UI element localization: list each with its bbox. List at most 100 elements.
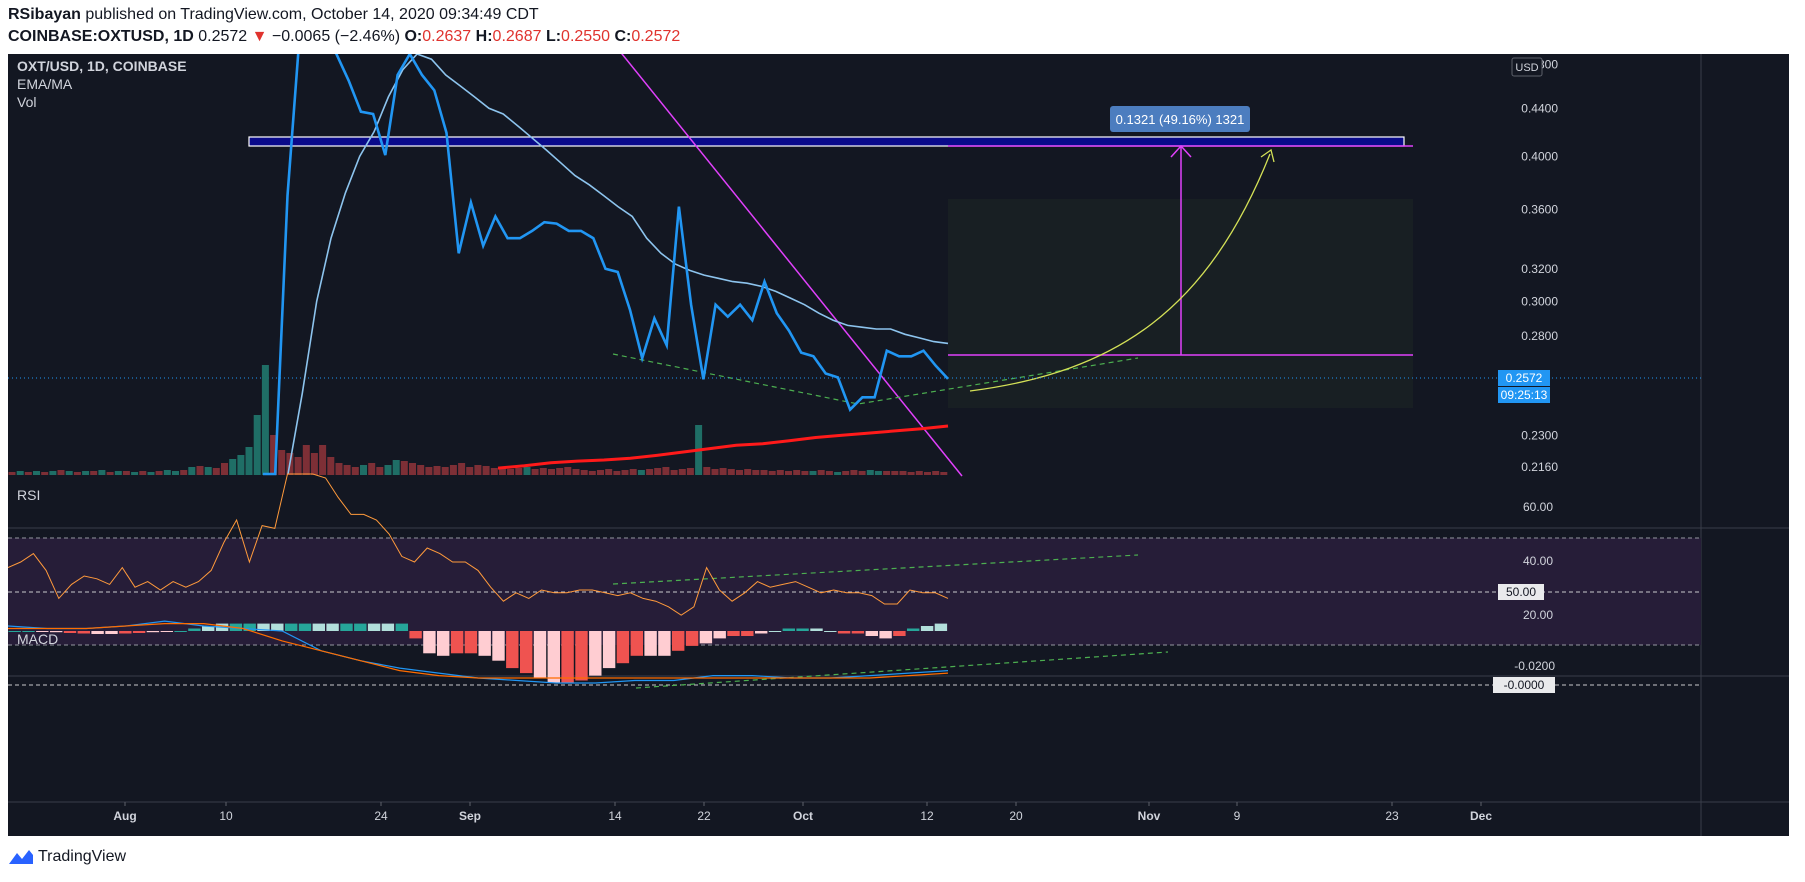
volume-bar [736, 470, 743, 475]
macd-bar [672, 631, 685, 651]
volume-bar [8, 472, 16, 475]
volume-bar [384, 465, 392, 475]
volume-bar [597, 470, 604, 475]
rsi-line[interactable] [7, 473, 949, 616]
rsi-label: RSI [17, 487, 40, 503]
volume-bar [122, 471, 130, 475]
price-support-dashed[interactable] [612, 353, 1139, 405]
currency-badge-bg[interactable] [1511, 57, 1543, 77]
chart-area[interactable]: 0.1321 (49.16%) 1321 OXT/USD, 1D, COINBA… [7, 32, 1789, 836]
macd-tick-label: -0.0200 [1514, 659, 1555, 673]
macd-bar [174, 631, 187, 632]
currency-badge[interactable]: USD [1515, 62, 1538, 74]
macd-bar [506, 631, 519, 669]
countdown-tag: 09:25:13 [1501, 388, 1548, 402]
tradingview-logo-icon[interactable] [8, 849, 34, 865]
macd-support-dashed[interactable] [635, 651, 1169, 689]
macd-bar [768, 631, 782, 632]
macd-bar [8, 631, 21, 632]
volume-bar [621, 470, 629, 475]
time-tick-label: 22 [697, 809, 711, 823]
volume-bar [605, 469, 613, 475]
volume-bar [629, 469, 637, 475]
volume-bar [670, 470, 678, 475]
volume-bar [41, 472, 49, 475]
volume-bar [874, 471, 882, 475]
volume-bar [237, 455, 245, 475]
downtrend-line[interactable] [617, 48, 963, 477]
volume-bar [474, 465, 482, 475]
legend-title: OXT/USD, 1D, COINBASE [17, 58, 187, 74]
volume-bar [49, 471, 57, 475]
price-change: −0.0065 (−2.46%) [271, 28, 401, 45]
macd-bar [893, 631, 906, 636]
volume-bar [33, 471, 40, 475]
ma-line[interactable] [497, 424, 949, 470]
price-line[interactable] [263, 32, 949, 476]
macd-bar [713, 631, 726, 639]
volume-bar [163, 470, 171, 475]
resistance-box[interactable] [248, 136, 1405, 147]
macd-bar [533, 631, 547, 678]
volume-bar [441, 467, 449, 475]
time-axis[interactable]: Aug 10 24 Sep 14 22 Oct 12 20 Nov 9 23 Dec [113, 802, 1492, 823]
rsi-axis[interactable]: 60.00 40.00 20.00 [1523, 500, 1553, 622]
macd-bar [520, 631, 533, 674]
rsi-support-dashed[interactable] [612, 554, 1139, 585]
volume-bar [654, 468, 662, 475]
volume-bar [711, 469, 719, 475]
rsi-tick-label: 40.00 [1523, 554, 1553, 568]
macd-bar [271, 623, 284, 631]
symbol-line: COINBASE:OXTUSD, 1D 0.2572 ▼ −0.0065 (−2… [8, 28, 680, 46]
macd-bar [575, 631, 588, 681]
rsi-value-tag: 50.00 [1506, 585, 1536, 599]
macd-bar [243, 623, 256, 631]
projection-curve[interactable] [969, 153, 1271, 392]
published-text: published on TradingView.com, October 14… [85, 6, 539, 23]
volume-bar [793, 470, 801, 475]
chart-svg[interactable]: 0.1321 (49.16%) 1321 OXT/USD, 1D, COINBA… [7, 32, 1789, 836]
time-tick-label: 20 [1009, 809, 1023, 823]
volume-bar [531, 469, 539, 475]
macd-value-tag: -0.0000 [1504, 678, 1545, 692]
rsi-tick-label: 20.00 [1523, 608, 1553, 622]
macd-bar [36, 631, 49, 632]
low-label: L: [545, 28, 562, 45]
volume-bar [343, 465, 351, 475]
projection-arrowhead-icon [1260, 148, 1275, 163]
macd-bar [464, 631, 478, 654]
macd-bar [298, 623, 312, 631]
macd-bar [589, 631, 602, 676]
price-tick-label: 0.4400 [1521, 101, 1558, 115]
volume-bar [744, 469, 752, 475]
volume-bar [523, 467, 531, 475]
time-tick-label: 24 [374, 809, 388, 823]
macd-bar [63, 631, 77, 633]
volume-bar [155, 471, 163, 475]
macd-bar [50, 631, 63, 633]
brand-name[interactable]: TradingView [38, 848, 127, 865]
macd-axis[interactable]: -0.0200 [1514, 659, 1555, 673]
author-name[interactable]: RSibayan [8, 6, 81, 23]
volume-bar [572, 469, 580, 475]
volume-bar [539, 468, 547, 475]
volume-bar [858, 471, 866, 475]
time-tick-label: Nov [1138, 809, 1161, 823]
close-label: C: [614, 28, 632, 45]
price-axis[interactable]: 0.48000.44000.40000.36000.32000.30000.28… [1521, 57, 1558, 474]
price-tick-label: 0.2300 [1521, 428, 1558, 442]
macd-bar [630, 631, 643, 656]
volume-bar [768, 471, 776, 475]
time-tick-label: Sep [459, 809, 481, 823]
time-tick-label: 12 [920, 809, 934, 823]
volume-bar [686, 468, 694, 475]
signal-line[interactable] [8, 622, 949, 679]
volume-bar [65, 471, 73, 475]
symbol: COINBASE:OXTUSD, 1D [8, 28, 194, 45]
volume-bar [73, 472, 81, 475]
macd-bar [478, 631, 491, 656]
volume-bar [261, 365, 269, 475]
volume-bar [899, 471, 907, 475]
macd-bar [257, 623, 270, 631]
close-value: 0.2572 [631, 28, 681, 45]
